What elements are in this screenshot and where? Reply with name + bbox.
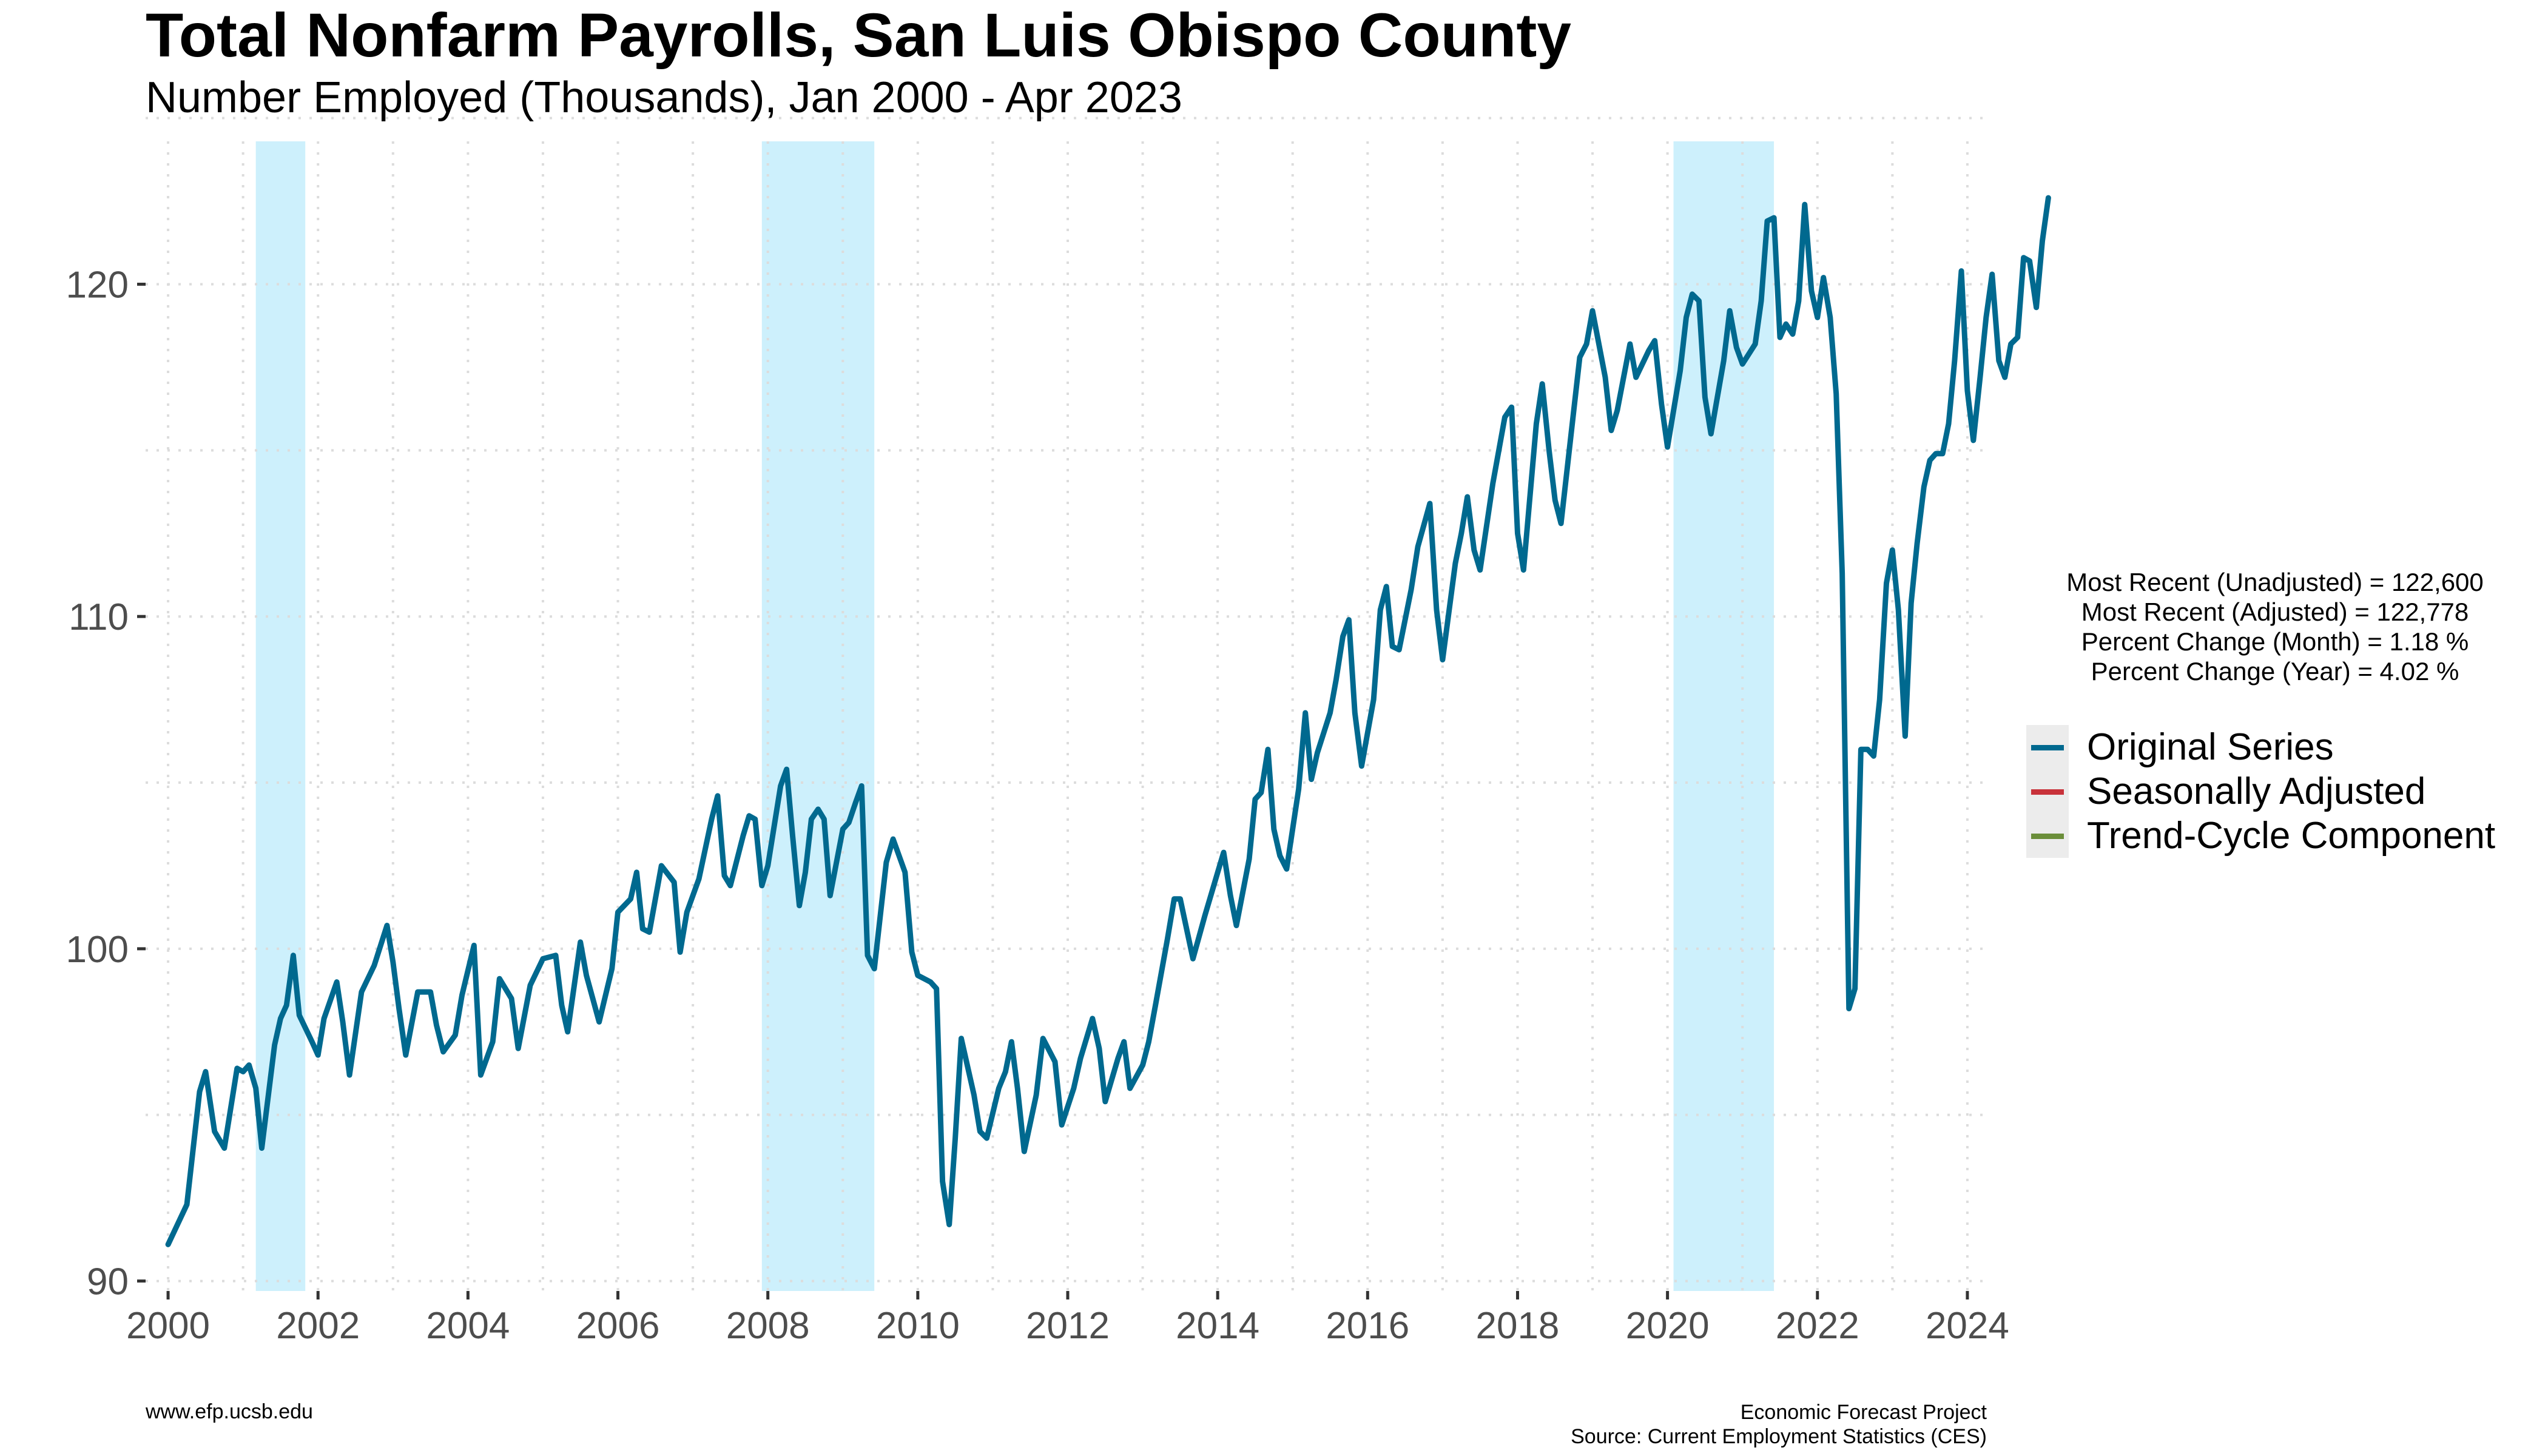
x-tick-label-2006: 2006 bbox=[576, 1305, 660, 1347]
legend-item-adjusted: Seasonally Adjusted bbox=[2026, 769, 2495, 814]
legend-swatch-original bbox=[2031, 745, 2064, 750]
x-tick-label-2022: 2022 bbox=[1776, 1305, 1859, 1347]
y-tick-label-90: 90 bbox=[87, 1261, 129, 1303]
legend-key-trend bbox=[2026, 814, 2069, 858]
stat-most-recent-unadjusted: Most Recent (Unadjusted) = 122,600 bbox=[2066, 568, 2484, 596]
footer-source-line: Source: Current Employment Statistics (C… bbox=[1571, 1425, 1987, 1448]
x-tick-label-2004: 2004 bbox=[426, 1305, 510, 1347]
footer-website: www.efp.ucsb.edu bbox=[146, 1400, 313, 1423]
recession-band-1 bbox=[761, 141, 875, 1291]
legend-swatch-trend bbox=[2031, 834, 2064, 839]
legend-swatch-adjusted bbox=[2031, 789, 2064, 795]
legend-item-trend: Trend-Cycle Component bbox=[2026, 814, 2495, 858]
x-tick-label-2020: 2020 bbox=[1626, 1305, 1710, 1347]
y-tick-label-110: 110 bbox=[69, 596, 129, 638]
recession-band-0 bbox=[255, 141, 306, 1291]
stat-percent-change-year: Percent Change (Year) = 4.02 % bbox=[2091, 657, 2459, 686]
legend-key-adjusted bbox=[2026, 769, 2069, 814]
x-tick-label-2024: 2024 bbox=[1926, 1305, 2009, 1347]
chart-title: Total Nonfarm Payrolls, San Luis Obispo … bbox=[146, 1, 1572, 70]
legend-item-original: Original Series bbox=[2026, 725, 2495, 769]
x-tick-label-2012: 2012 bbox=[1026, 1305, 1110, 1347]
legend-label-original: Original Series bbox=[2087, 726, 2334, 768]
y-tick-label-100: 100 bbox=[66, 929, 129, 971]
summary-stats: Most Recent (Unadjusted) = 122,600 Most … bbox=[2014, 567, 2536, 686]
footer-org: Economic Forecast Project bbox=[1740, 1401, 1987, 1424]
legend-label-adjusted: Seasonally Adjusted bbox=[2087, 770, 2426, 812]
legend-label-trend: Trend-Cycle Component bbox=[2087, 815, 2496, 857]
legend-key-original bbox=[2026, 725, 2069, 769]
series-original-line bbox=[165, 195, 2051, 1247]
x-tick-label-2002: 2002 bbox=[276, 1305, 360, 1347]
y-tick-label-120: 120 bbox=[66, 265, 129, 306]
x-tick-label-2018: 2018 bbox=[1475, 1305, 1559, 1347]
x-tick-label-2000: 2000 bbox=[126, 1305, 210, 1347]
footer-source: Economic Forecast Project Source: Curren… bbox=[1571, 1400, 1987, 1449]
x-tick-label-2010: 2010 bbox=[876, 1305, 960, 1347]
x-tick-label-2008: 2008 bbox=[726, 1305, 810, 1347]
chart-subtitle: Number Employed (Thousands), Jan 2000 - … bbox=[146, 73, 1182, 122]
stat-most-recent-adjusted: Most Recent (Adjusted) = 122,778 bbox=[2081, 598, 2469, 626]
x-tick-label-2016: 2016 bbox=[1326, 1305, 1409, 1347]
x-tick-label-2014: 2014 bbox=[1176, 1305, 1259, 1347]
stat-percent-change-month: Percent Change (Month) = 1.18 % bbox=[2081, 627, 2469, 656]
legend: Original Series Seasonally Adjusted Tren… bbox=[2026, 725, 2495, 858]
